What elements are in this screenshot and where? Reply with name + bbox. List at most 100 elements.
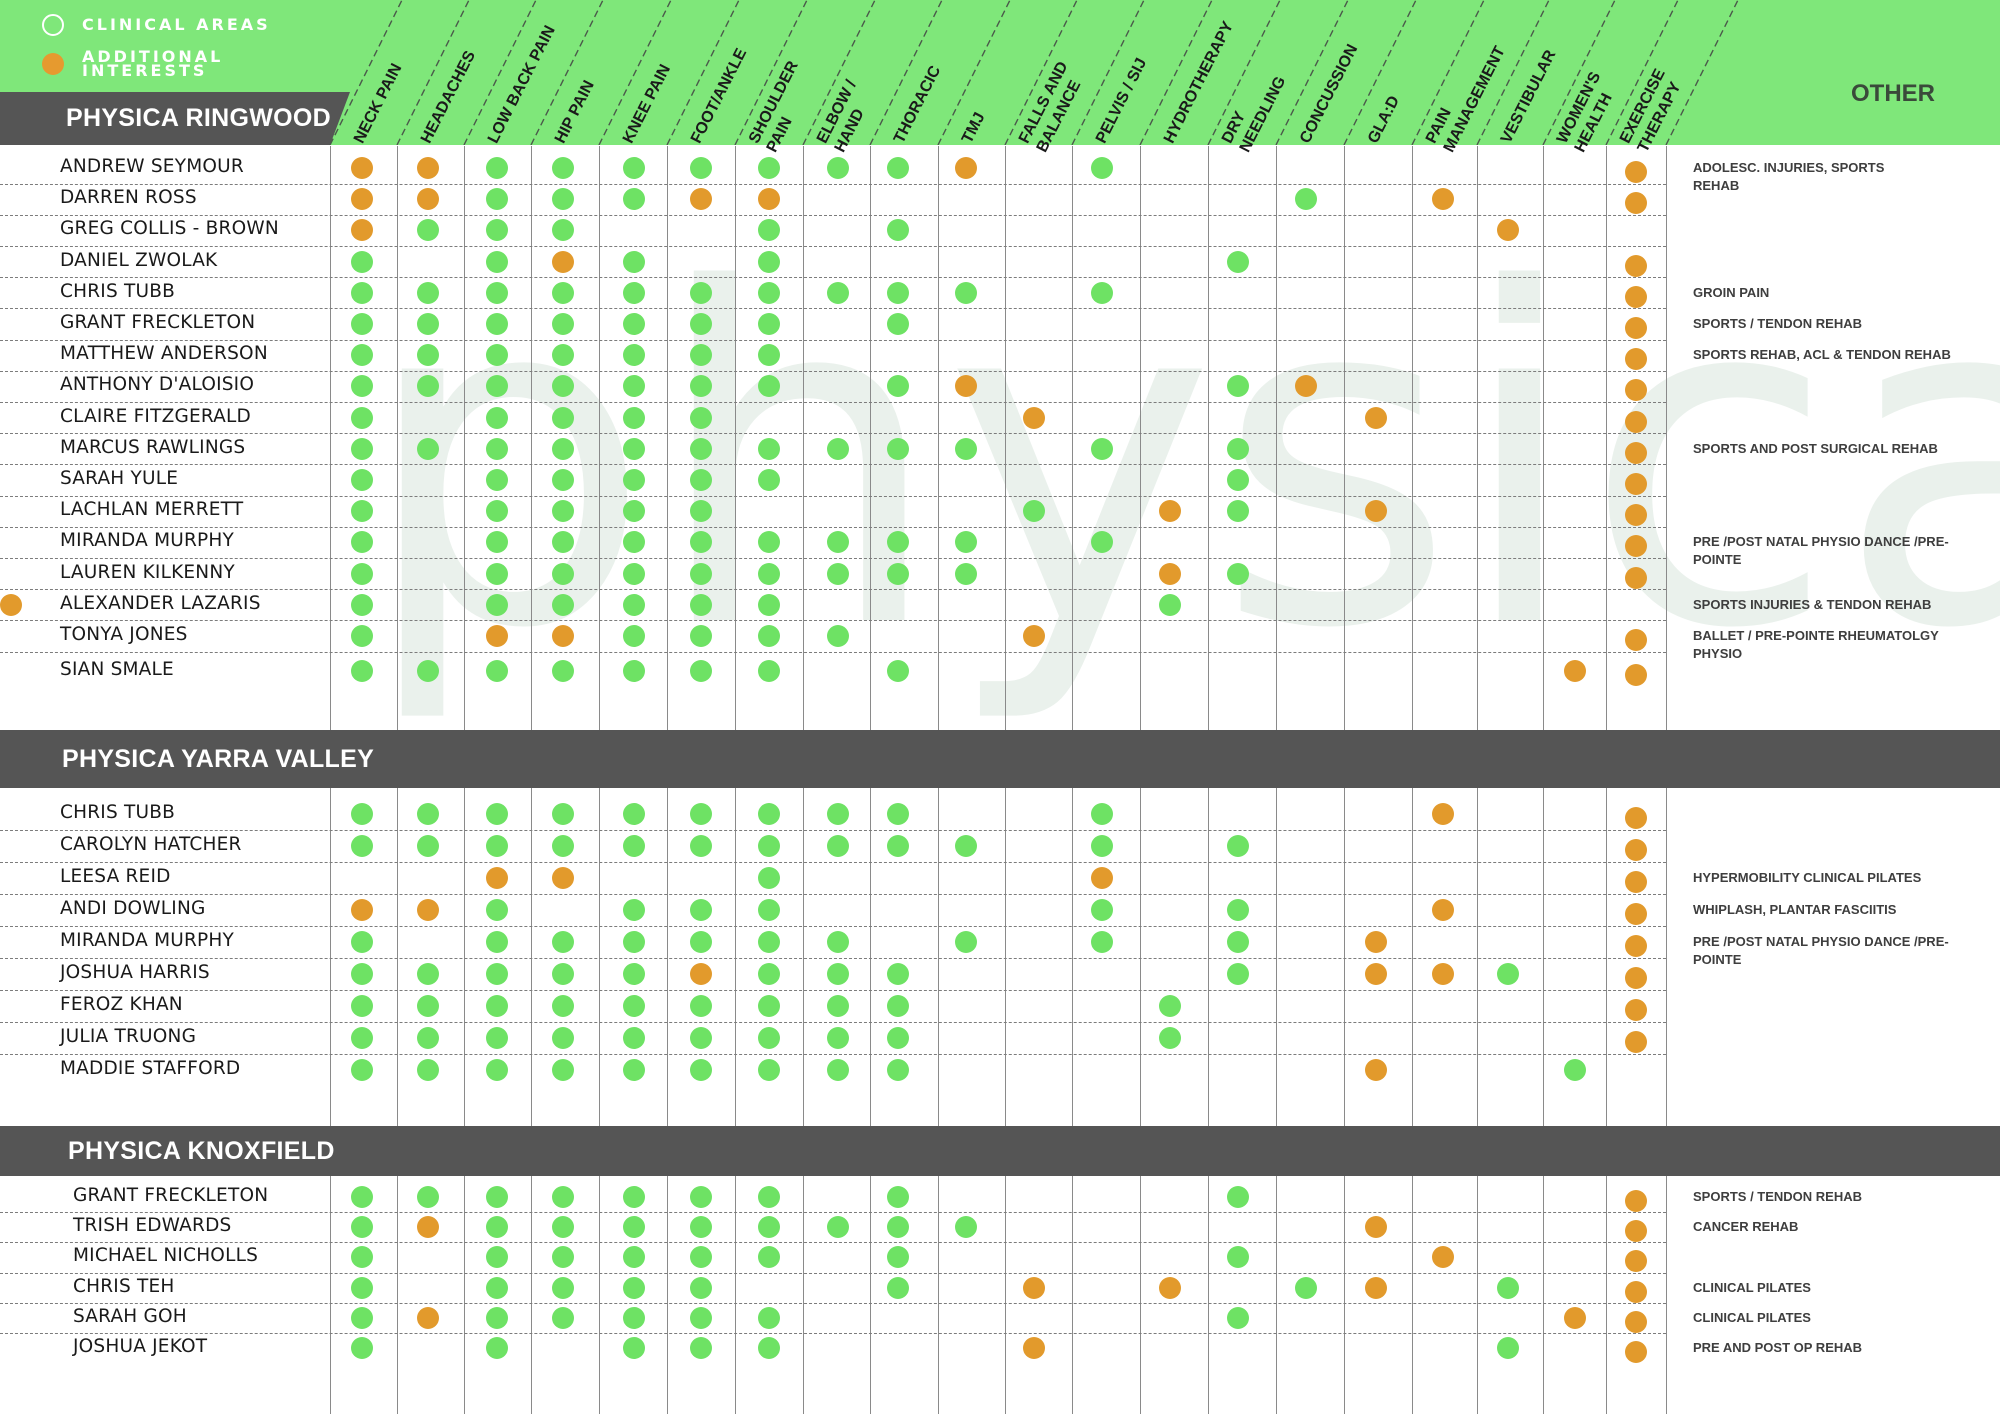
clinical-area-dot [486, 1059, 508, 1081]
other-note: WHIPLASH, PLANTAR FASCIITIS [1693, 902, 1897, 917]
row-divider [0, 1022, 1666, 1023]
clinical-area-dot [351, 835, 373, 857]
clinical-area-dot [623, 375, 645, 398]
other-note: PRE AND POST OP REHAB [1693, 1340, 1863, 1355]
clinical-area-dot [827, 562, 849, 585]
practitioner-name: MIRANDA MURPHY [60, 530, 234, 552]
additional-interest-dot [1625, 967, 1647, 989]
clinical-area-dot [690, 625, 712, 647]
clinical-area-dot [417, 963, 439, 985]
clinical-area-dot [690, 803, 712, 825]
row-divider [0, 958, 1666, 959]
clinical-area-dot [1091, 931, 1113, 953]
clinical-area-dot [690, 931, 712, 953]
clinical-area-dot [552, 313, 574, 335]
clinical-area-dot [552, 660, 574, 683]
clinical-area-dot [417, 437, 439, 460]
grid-column-line [1344, 146, 1345, 730]
additional-interest-dot [1625, 1310, 1647, 1333]
clinical-area-dot [955, 437, 977, 460]
clinical-area-dot [690, 1246, 712, 1269]
clinical-area-dot [351, 931, 373, 953]
clinical-area-dot [351, 313, 373, 335]
practitioner-name: ANTHONY D'ALOISIO [60, 374, 255, 396]
clinical-area-dot [351, 437, 373, 460]
clinical-area-dot [623, 531, 645, 554]
clinical-area-dot [827, 931, 849, 953]
grid-column-line [464, 1176, 465, 1414]
grid-column-line [599, 788, 600, 1126]
clinical-area-dot [552, 1276, 574, 1299]
clinical-area-dot [1091, 157, 1113, 179]
clinical-area-dot [887, 375, 909, 398]
clinical-area-dot [758, 931, 780, 953]
grid-column-line [667, 146, 668, 730]
other-note: SPORTS / TENDON REHAB [1693, 316, 1863, 331]
grid-column-line [1208, 1176, 1209, 1414]
additional-interest-dot [1023, 625, 1045, 647]
header-column-divider [329, 0, 403, 145]
clinical-area-dot [827, 835, 849, 857]
grid-column-line [1005, 146, 1006, 730]
grid-column-line [1276, 788, 1277, 1126]
additional-interest-dot [1625, 192, 1647, 215]
row-divider [0, 1332, 1666, 1334]
clinical-area-dot [623, 250, 645, 273]
clinical-area-dot [690, 281, 712, 304]
grid-column-line [1666, 1176, 1667, 1414]
clinical-area-dot [887, 157, 909, 179]
clinical-area-dot [1295, 188, 1317, 211]
clinical-area-dot [955, 835, 977, 857]
section-title: PHYSICA KNOXFIELD [68, 1137, 335, 1165]
header-column-divider [1275, 0, 1349, 145]
additional-interest-dot [552, 867, 574, 889]
row-divider [0, 1272, 1666, 1274]
clinical-area-dot [552, 931, 574, 953]
grid-column-line [667, 1176, 668, 1414]
grid-column-line [464, 788, 465, 1126]
header-column-divider [802, 0, 876, 145]
additional-interest-dot [1432, 1246, 1454, 1269]
additional-interest-dot [1023, 1276, 1045, 1299]
clinical-area-dot [351, 469, 373, 491]
additional-interest-dot [1625, 839, 1647, 861]
row-divider [0, 926, 1666, 927]
grid-column-line [1005, 1176, 1006, 1414]
practitioner-name: MARCUS RAWLINGS [60, 436, 246, 458]
grid-column-line [397, 1176, 398, 1414]
clinical-area-dot [758, 593, 780, 616]
clinical-area-dot [1227, 899, 1249, 921]
grid-column-line [1005, 788, 1006, 1126]
practitioner-name: MIRANDA MURPHY [60, 930, 234, 951]
practitioner-name: ANDREW SEYMOUR [60, 156, 244, 177]
grid-column-line [803, 146, 804, 730]
clinical-area-dot [690, 1059, 712, 1081]
practitioner-name: LAUREN KILKENNY [60, 561, 235, 583]
clinical-area-dot [351, 562, 373, 585]
row-divider [0, 214, 1666, 216]
clinical-area-dot [486, 344, 508, 367]
clinical-area-dot [486, 931, 508, 953]
grid-column-line [531, 788, 532, 1126]
clinical-area-dot [758, 803, 780, 825]
clinical-area-dot [758, 437, 780, 460]
clinical-area-dot [623, 1186, 645, 1208]
grid-column-line [330, 788, 331, 1126]
clinical-area-dot [623, 500, 645, 523]
clinical-area-dot [1497, 1337, 1519, 1359]
clinical-area-dot [623, 1337, 645, 1359]
additional-interest-dot [351, 899, 373, 921]
header-column-divider [1139, 0, 1213, 145]
clinical-area-dot [486, 562, 508, 585]
clinical-area-dot [552, 375, 574, 398]
clinical-area-dot [486, 1276, 508, 1299]
grid-column-line [1276, 146, 1277, 730]
clinical-legend-icon [42, 14, 64, 36]
clinical-area-dot [623, 1276, 645, 1299]
clinical-area-dot [417, 1059, 439, 1081]
grid-column-line [735, 1176, 736, 1414]
clinical-area-dot [1227, 500, 1249, 523]
section-title: PHYSICA RINGWOOD [66, 104, 331, 132]
header-column-divider [1343, 0, 1417, 145]
other-note: PRE /POST NATAL PHYSIO DANCE /PRE- POINT… [1693, 934, 1949, 967]
